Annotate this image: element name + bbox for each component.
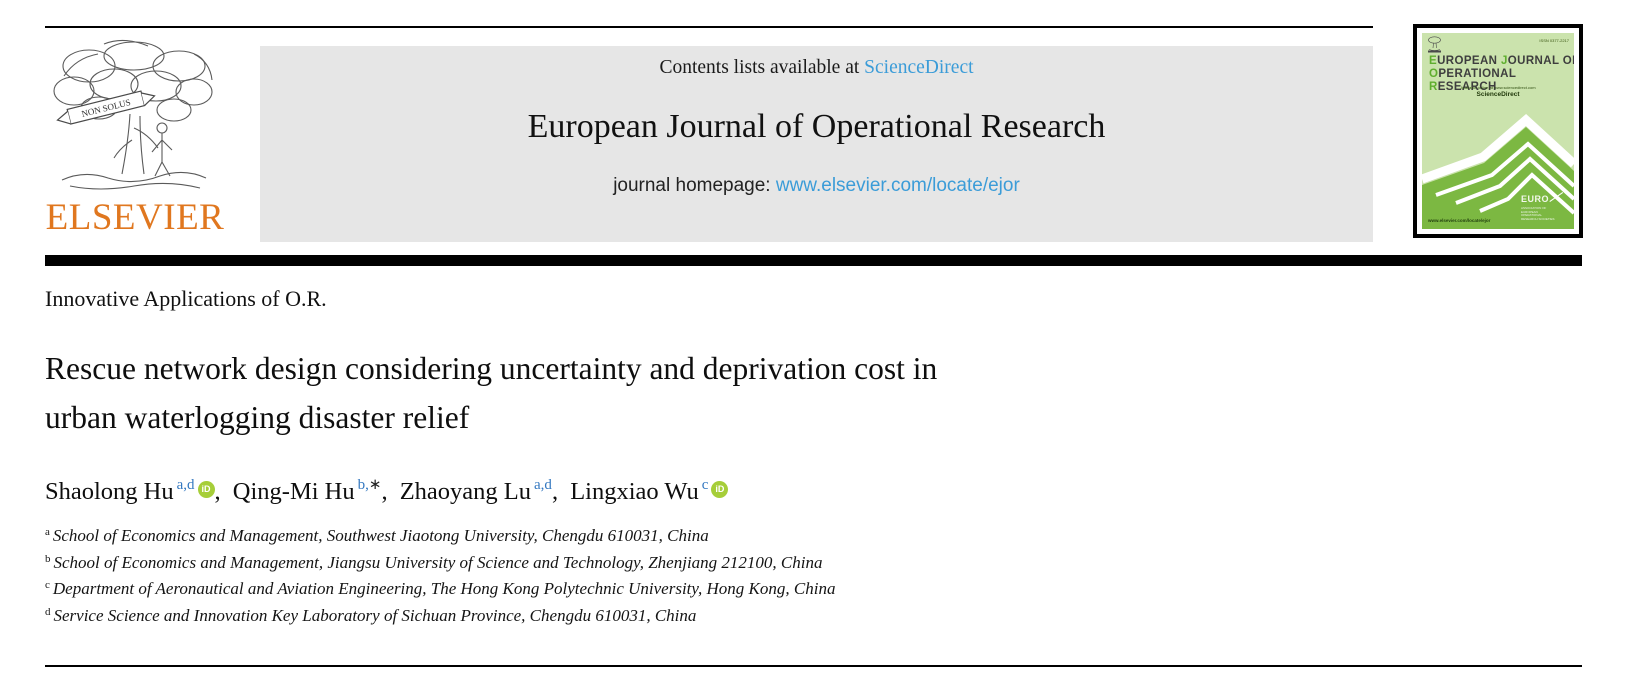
author-name: Qing-Mi Hu: [232, 478, 355, 505]
author-affil-sup[interactable]: b,: [357, 477, 369, 493]
orcid-icon[interactable]: iD: [197, 481, 215, 498]
author-name: Shaolong Hu: [45, 478, 174, 505]
corresponding-author-star[interactable]: ∗: [368, 477, 382, 493]
journal-banner: Contents lists available at ScienceDirec…: [260, 46, 1373, 242]
affiliation-line: d Service Science and Innovation Key Labo…: [45, 605, 697, 625]
elsevier-tree-icon: NON SOLUS: [53, 39, 213, 190]
cover-inner-margin: ISSN 0377-2217 EUROPEAN JOURNAL OF OPERA…: [1417, 28, 1579, 234]
author: Lingxiao Wu c iD: [570, 477, 729, 505]
author-list: Shaolong Hu a,d iD, Qing-Mi Hu b,∗, Zhaoyan…: [45, 477, 729, 506]
header-divider-bar: [45, 255, 1582, 266]
sciencedirect-link[interactable]: ScienceDirect: [864, 57, 974, 78]
cover-artwork: www.elsevier.com/locate/ejor EURO ASSOCI…: [1422, 107, 1574, 229]
author: Shaolong Hu a,d iD,: [45, 477, 227, 505]
cover-journal-title: EUROPEAN JOURNAL OF OPERATIONAL RESEARCH: [1429, 55, 1574, 93]
homepage-prefix: journal homepage:: [613, 175, 776, 196]
article-title-line2: urban waterlogging disaster relief: [45, 400, 470, 435]
author-affil-sup[interactable]: a,d: [176, 477, 195, 493]
journal-title: European Journal of Operational Research: [527, 108, 1106, 145]
elsevier-wordmark: ELSEVIER: [45, 197, 225, 238]
cover-sciencedirect: ScienceDirect: [1476, 91, 1520, 98]
article-title: Rescue network design considering uncert…: [45, 344, 1325, 442]
author: Qing-Mi Hu b,∗,: [232, 477, 394, 505]
author-name: Lingxiao Wu: [570, 478, 699, 505]
affiliation-line: b School of Economics and Management, Jia…: [45, 552, 823, 572]
cover-footer-url: www.elsevier.com/locate/ejor: [1428, 218, 1491, 223]
article-title-line1: Rescue network design considering uncert…: [45, 351, 938, 386]
elsevier-logo: NON SOLUS ELSEVIER: [40, 34, 230, 240]
elsevier-mark-icon: [1428, 36, 1441, 53]
homepage-line: journal homepage: www.elsevier.com/locat…: [260, 175, 1373, 197]
affiliation-line: a School of Economics and Management, Sou…: [45, 526, 709, 545]
cover-face: ISSN 0377-2217 EUROPEAN JOURNAL OF OPERA…: [1422, 33, 1574, 229]
author-name: Zhaoyang Lu: [399, 478, 532, 505]
contents-prefix: Contents lists available at: [659, 57, 865, 78]
affiliation-list: a School of Economics and Management, Sou…: [45, 524, 835, 630]
section-label: Innovative Applications of O.R.: [45, 286, 327, 311]
euro-logo: EURO ASSOCIATION OF EUROPEAN OPERATIONAL…: [1521, 189, 1566, 221]
orcid-icon[interactable]: iD: [711, 481, 729, 498]
affiliation-line: c Department of Aeronautical and Aviation…: [45, 579, 836, 598]
top-rule: [45, 26, 1373, 28]
cover-issn: ISSN 0377-2217: [1539, 38, 1569, 43]
journal-cover-thumbnail[interactable]: ISSN 0377-2217 EUROPEAN JOURNAL OF OPERA…: [1413, 24, 1583, 238]
author-affil-sup[interactable]: c: [701, 477, 709, 493]
author: Zhaoyang Lu a,d,: [399, 477, 565, 505]
cover-available-line: Available online at www.sciencedirect.co…: [1460, 85, 1536, 90]
contents-line: Contents lists available at ScienceDirec…: [260, 46, 1373, 79]
euro-subtext: ASSOCIATION OF EUROPEAN OPERATIONAL RESE…: [1520, 206, 1555, 221]
author-affil-sup[interactable]: a,d: [534, 477, 552, 493]
footer-rule: [45, 665, 1582, 667]
homepage-url-link[interactable]: www.elsevier.com/locate/ejor: [775, 175, 1020, 196]
